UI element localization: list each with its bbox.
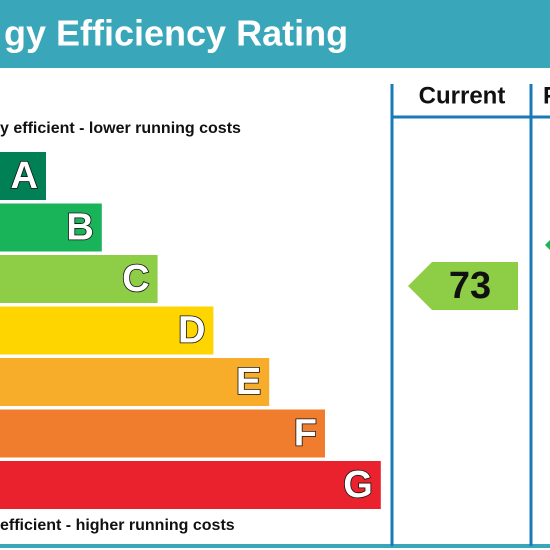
band-letter: F	[294, 413, 317, 455]
column-header: P	[543, 82, 550, 109]
current-rating: 73	[449, 265, 491, 307]
band-letter: B	[66, 207, 93, 249]
rating-band	[0, 255, 158, 303]
band-letter: G	[343, 464, 373, 506]
rating-band	[0, 203, 102, 252]
title-bar	[0, 0, 550, 68]
current-arrow	[408, 262, 518, 310]
bottom-note: efficient - higher running costs	[0, 517, 235, 534]
rating-band	[0, 152, 46, 200]
rating-band	[0, 306, 214, 355]
title: gy Efficiency Rating	[4, 13, 348, 54]
rating-band	[0, 409, 325, 458]
band-letter: A	[11, 155, 38, 197]
band-letter: C	[122, 258, 149, 300]
rating-band	[0, 358, 270, 406]
band-letter: D	[178, 310, 205, 352]
rating-band	[0, 461, 381, 509]
band-letter: E	[236, 361, 261, 403]
potential-arrow	[545, 240, 550, 250]
column-header: Current	[419, 82, 506, 109]
top-note: y efficient - lower running costs	[0, 120, 241, 137]
